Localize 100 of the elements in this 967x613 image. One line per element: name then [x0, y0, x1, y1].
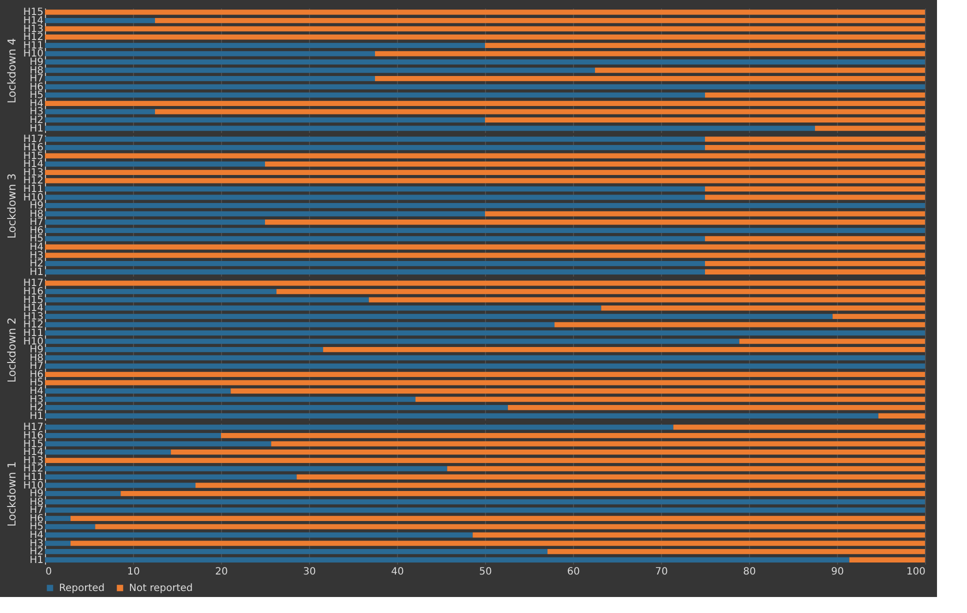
bar — [45, 413, 878, 418]
y-axis-title: Lockdown 3 — [5, 173, 18, 239]
bar — [45, 288, 276, 294]
bar — [45, 236, 705, 242]
bar — [705, 186, 925, 192]
bar — [705, 269, 925, 274]
legend-label: Not reported — [129, 583, 193, 594]
bar — [485, 42, 925, 48]
bar — [472, 532, 925, 538]
bar — [45, 524, 96, 530]
bar — [601, 306, 925, 311]
x-tick-label: 80 — [743, 566, 756, 578]
bar — [170, 450, 925, 455]
bar — [45, 100, 925, 106]
bar — [70, 516, 925, 521]
bar — [45, 474, 297, 480]
bar — [323, 346, 925, 352]
bar — [45, 499, 925, 504]
bar — [70, 540, 925, 546]
bar — [705, 261, 925, 266]
bar — [45, 466, 448, 472]
bar — [45, 261, 705, 266]
legend-label: Reported — [59, 583, 105, 594]
bar — [195, 482, 925, 488]
x-tick-label: 30 — [303, 566, 316, 578]
bar — [45, 508, 925, 513]
bar — [705, 136, 925, 142]
bar — [45, 68, 595, 73]
bar — [45, 297, 369, 302]
bar — [265, 220, 925, 225]
bar — [45, 482, 196, 488]
bar — [45, 424, 674, 430]
x-tick-label: 70 — [655, 566, 668, 578]
bar — [485, 117, 925, 123]
bar — [45, 76, 375, 82]
bar — [45, 432, 221, 438]
bar — [368, 297, 925, 302]
bar — [45, 355, 925, 360]
bar — [45, 162, 265, 167]
y-tick-label: H1 — [30, 554, 44, 566]
bar — [45, 92, 705, 98]
bar — [554, 322, 925, 328]
bar — [45, 405, 508, 410]
y-tick-label: H1 — [30, 123, 44, 134]
bar — [45, 153, 925, 158]
bar — [45, 532, 473, 538]
bar — [705, 194, 925, 200]
bar — [45, 330, 925, 336]
bar — [45, 388, 231, 394]
bar — [815, 126, 925, 131]
bar — [230, 388, 925, 394]
y-tick-label: H1 — [30, 410, 44, 422]
bar — [595, 68, 925, 73]
bar — [45, 364, 925, 369]
x-tick-label: 10 — [127, 566, 140, 578]
bar — [415, 396, 925, 402]
y-axis-title: Lockdown 1 — [5, 461, 18, 527]
bar — [45, 59, 925, 65]
bar — [95, 524, 925, 530]
bar — [849, 557, 925, 562]
x-tick-label: 90 — [831, 566, 844, 578]
bar — [45, 228, 925, 233]
bar — [45, 117, 485, 123]
bar — [705, 236, 925, 242]
bar — [45, 244, 925, 250]
x-tick-label: 60 — [567, 566, 580, 578]
bar — [45, 516, 71, 521]
bar — [45, 540, 71, 546]
bar — [832, 314, 925, 319]
bar — [45, 178, 925, 184]
bar — [155, 18, 925, 24]
bar — [271, 441, 925, 446]
bar — [45, 450, 171, 455]
bar — [878, 413, 925, 418]
bar — [508, 405, 925, 410]
bar — [45, 42, 485, 48]
bar — [45, 269, 705, 274]
y-axis-title: Lockdown 4 — [5, 38, 18, 104]
bar — [45, 26, 925, 32]
bar — [120, 490, 925, 496]
bar — [45, 18, 155, 24]
x-tick-label: 40 — [391, 566, 404, 578]
x-tick-label: 20 — [215, 566, 228, 578]
bar — [45, 557, 850, 562]
bar — [45, 252, 925, 258]
bar — [45, 314, 833, 319]
bar — [739, 338, 925, 344]
bar — [45, 211, 485, 216]
bar — [45, 372, 925, 377]
bar — [45, 186, 705, 192]
bar — [45, 144, 705, 150]
bar — [45, 109, 155, 114]
x-tick-label: 100 — [906, 566, 926, 578]
bar — [45, 322, 555, 328]
bar — [45, 306, 602, 311]
bar — [45, 10, 925, 15]
bar — [45, 220, 265, 225]
bar — [296, 474, 925, 480]
bar — [705, 92, 925, 98]
bar — [45, 194, 705, 200]
